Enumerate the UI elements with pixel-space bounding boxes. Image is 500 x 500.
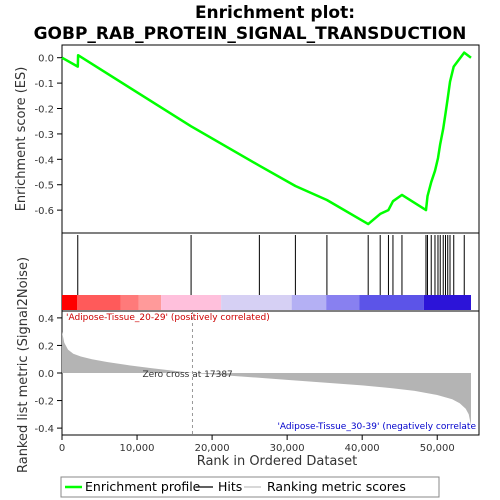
x-tick-label: 20,000 — [195, 443, 230, 454]
heat-band-segment — [291, 295, 327, 310]
es-tick-label: -0.2 — [34, 105, 54, 116]
metric-tick-label: -0.4 — [34, 424, 54, 435]
heat-band-segment — [326, 295, 360, 310]
hits-panel — [61, 232, 480, 312]
es-tick-label: -0.5 — [34, 181, 54, 192]
es-tick-label: 0.0 — [38, 54, 54, 65]
legend-label: Enrichment profile — [85, 479, 201, 494]
es-tick-label: -0.4 — [34, 155, 54, 166]
es-tick-label: -0.6 — [34, 206, 54, 217]
metric-tick-label: -0.2 — [34, 397, 54, 408]
es-panel: 0.0 -0.1 -0.2 -0.3 -0.4 -0.5 -0.6 — [34, 44, 480, 234]
es-y-axis-label: Enrichment score (ES) — [14, 67, 29, 212]
x-tick-label: 50,000 — [420, 443, 455, 454]
heat-band-segment — [62, 295, 78, 310]
heat-band-segment — [423, 295, 471, 310]
x-tick-label: 40,000 — [345, 443, 380, 454]
metric-panel: Zero cross at 17387 'Adipose-Tissue_20-2… — [34, 310, 480, 454]
x-axis-label: Rank in Ordered Dataset — [197, 454, 358, 469]
es-tick-label: -0.1 — [34, 79, 54, 90]
chart-title-line-1: Enrichment plot: — [195, 3, 355, 23]
negative-correlation-label: 'Adipose-Tissue_30-39' (negatively corre… — [277, 422, 476, 432]
heat-band-segment — [138, 295, 162, 310]
legend-label: Ranking metric scores — [267, 479, 406, 494]
ranking-metric-area — [62, 331, 471, 426]
heat-band-segment — [77, 295, 121, 310]
metric-tick-label: 0.0 — [38, 369, 54, 380]
es-tick-label: -0.3 — [34, 130, 54, 141]
chart-title-line-2: GOBP_RAB_PROTEIN_SIGNAL_TRANSDUCTION — [34, 24, 467, 44]
zero-cross-label: Zero cross at 17387 — [142, 370, 232, 380]
enrichment-profile-line — [61, 51, 472, 226]
heat-band-segment — [221, 295, 292, 310]
legend: Enrichment profile Hits Ranking metric sco… — [60, 476, 440, 498]
metric-y-axis-label: Ranked list metric (Signal2Noise) — [16, 257, 31, 473]
x-tick-label: 0 — [59, 443, 65, 454]
metric-tick-label: 0.4 — [38, 314, 54, 325]
heat-band-segment — [120, 295, 139, 310]
heat-band-segment — [359, 295, 424, 310]
positive-correlation-label: 'Adipose-Tissue_20-29' (positively corre… — [66, 313, 270, 323]
legend-label: Hits — [218, 479, 242, 494]
es-plot-area — [61, 44, 480, 234]
x-tick-label: 10,000 — [120, 443, 155, 454]
x-tick-label: 30,000 — [270, 443, 305, 454]
heat-band-segment — [161, 295, 222, 310]
metric-tick-label: 0.2 — [38, 341, 54, 352]
